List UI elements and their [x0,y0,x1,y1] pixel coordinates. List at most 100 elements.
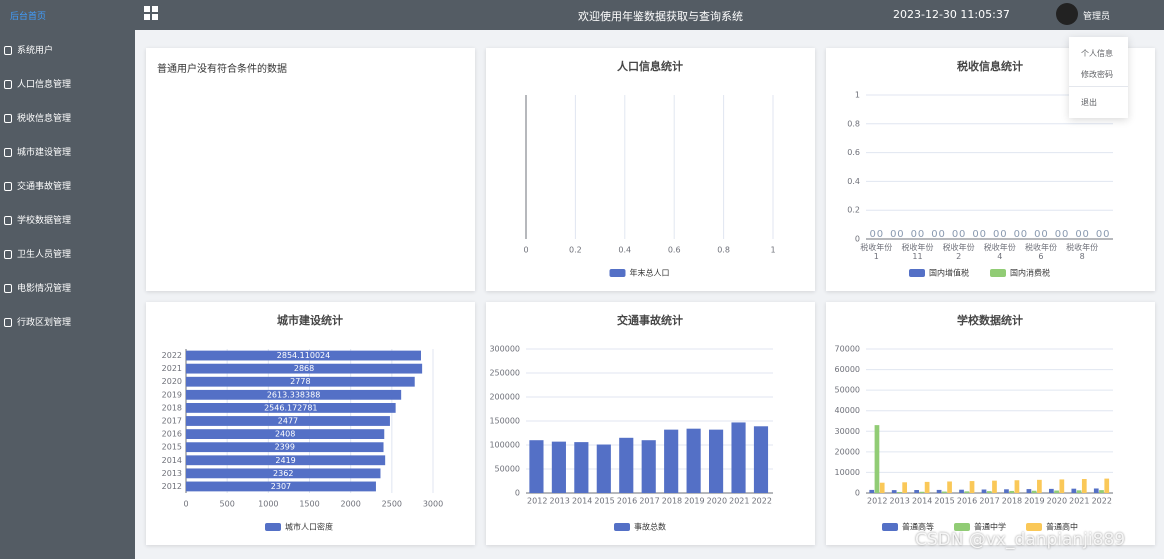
x-tick-label: 税收年份 6 [1025,242,1057,261]
bar [1037,479,1042,493]
bar [709,429,724,493]
bar [924,481,930,493]
watermark: CSDN @vx_danpianji889 [915,530,1126,550]
bar [1093,488,1099,493]
menu-item[interactable]: 电影情况管理 [0,272,135,306]
legend-label: 普通高中 [1046,522,1078,532]
dropdown-item[interactable]: 退出 [1081,98,1097,107]
bar [874,425,880,493]
chart-card: 人口信息统计 0 0.2 0.4 0.6 0.8 1 年末总人口 [486,48,815,291]
menu-toggle[interactable] [144,6,158,20]
bar [969,481,975,493]
chart-title: 交通事故统计 [617,313,683,327]
value-label: 0 [870,229,876,240]
menu-icon [4,318,12,327]
x-tick-label: 0 [183,500,188,509]
menu-icon [4,250,12,259]
x-tick-label: 2000 [340,500,360,509]
value-label: 0 [877,229,883,240]
x-tick-label: 0.8 [717,246,730,255]
menu-home[interactable]: 后台首页 [10,12,47,22]
value-label: 0 [952,229,958,240]
menu-item[interactable]: 卫生人员管理 [0,238,135,272]
chart-card: 交通事故统计 0 50000 100000 150000 200000 250000 3000… [486,302,815,545]
y-tick-label: 2022 [162,351,182,360]
value-label: 2868 [294,364,314,373]
bar [897,491,902,493]
dropdown-item[interactable]: 个人信息 [1081,49,1113,58]
y-tick-label: 100000 [489,441,520,450]
y-tick-label: 2014 [162,456,182,465]
value-label: 0 [959,229,965,240]
bar [186,376,415,387]
legend-swatch [882,523,898,531]
value-label: 0 [1062,229,1068,240]
value-label: 0 [1055,229,1061,240]
y-tick-label: 2021 [162,364,182,373]
bar [596,444,611,493]
avatar[interactable] [1056,3,1078,25]
y-tick-label: 2017 [162,417,182,426]
y-tick-label: 2012 [162,482,182,491]
menu-item[interactable]: 城市建设管理 [0,136,135,170]
menu-item[interactable]: 系统用户 [0,34,135,68]
x-tick-label: 1 [770,246,775,255]
x-tick-label: 2016 [957,497,977,506]
value-label: 2477 [278,417,298,426]
legend-label: 城市人口密度 [285,522,333,532]
value-label: 0 [897,229,903,240]
dropdown: 个人信息 修改密码 退出 [1069,37,1128,118]
x-tick-label: 税收年份 11 [901,242,933,261]
value-label: 0 [993,229,999,240]
bar [186,442,384,453]
y-tick-label: 0.4 [847,177,860,186]
y-tick-label: 70000 [835,345,860,354]
x-tick-label: 2019 [684,497,704,506]
value-label: 0 [1103,229,1109,240]
notice: 普通用户没有符合条件的数据 [157,64,287,75]
menu-icon [4,216,12,225]
sidebar: 后台首页 系统用户 人口信息管理 税收信息管理 城市建设管理 交通事故管理 学校数据管理卫… [0,0,135,559]
bar [186,481,376,492]
x-tick-label: 3000 [423,500,443,509]
menu-item[interactable]: 税收信息管理 [0,102,135,136]
bar [186,455,386,466]
x-tick-label: 税收年份 2 [943,242,975,261]
dropdown-item[interactable]: 修改密码 [1081,70,1113,79]
x-tick-label: 0.6 [668,246,681,255]
menu-item[interactable]: 学校数据管理 [0,204,135,238]
bar [1004,489,1009,493]
bar [941,491,947,493]
y-tick-label: 10000 [835,468,860,477]
bar [936,489,942,493]
bar [1049,488,1054,493]
menu-item[interactable]: 人口信息管理 [0,68,135,102]
value-label: 0 [1083,229,1089,240]
bar [186,403,396,413]
x-tick-label: 500 [220,500,235,509]
x-tick-label: 2021 [1069,497,1089,506]
value-label: 0 [1021,229,1027,240]
x-tick-label: 2500 [382,500,402,509]
legend-label: 普通中学 [974,522,1006,532]
chart-title: 城市建设统计 [277,313,343,327]
legend-label: 年末总人口 [630,268,670,278]
bar [664,429,679,493]
x-tick-label: 2017 [979,497,999,506]
legend-swatch [990,269,1006,277]
value-label: 0 [972,229,978,240]
y-tick-label: 2016 [162,430,182,439]
x-tick-label: 2018 [1002,497,1022,506]
user-name[interactable]: 管理员 [1083,12,1111,22]
datetime: 2023-12-30 11:05:37 [893,8,1010,21]
menu-item[interactable]: 行政区划管理 [0,306,135,340]
bar [619,437,634,493]
legend-label: 普通高等 [902,522,934,532]
menu-item[interactable]: 交通事故管理 [0,170,135,204]
bar [641,440,656,493]
x-tick-label: 2020 [1047,497,1067,506]
bar [1031,490,1037,493]
bar [731,422,746,493]
bar [1104,478,1110,493]
y-tick-label: 200000 [489,393,520,402]
